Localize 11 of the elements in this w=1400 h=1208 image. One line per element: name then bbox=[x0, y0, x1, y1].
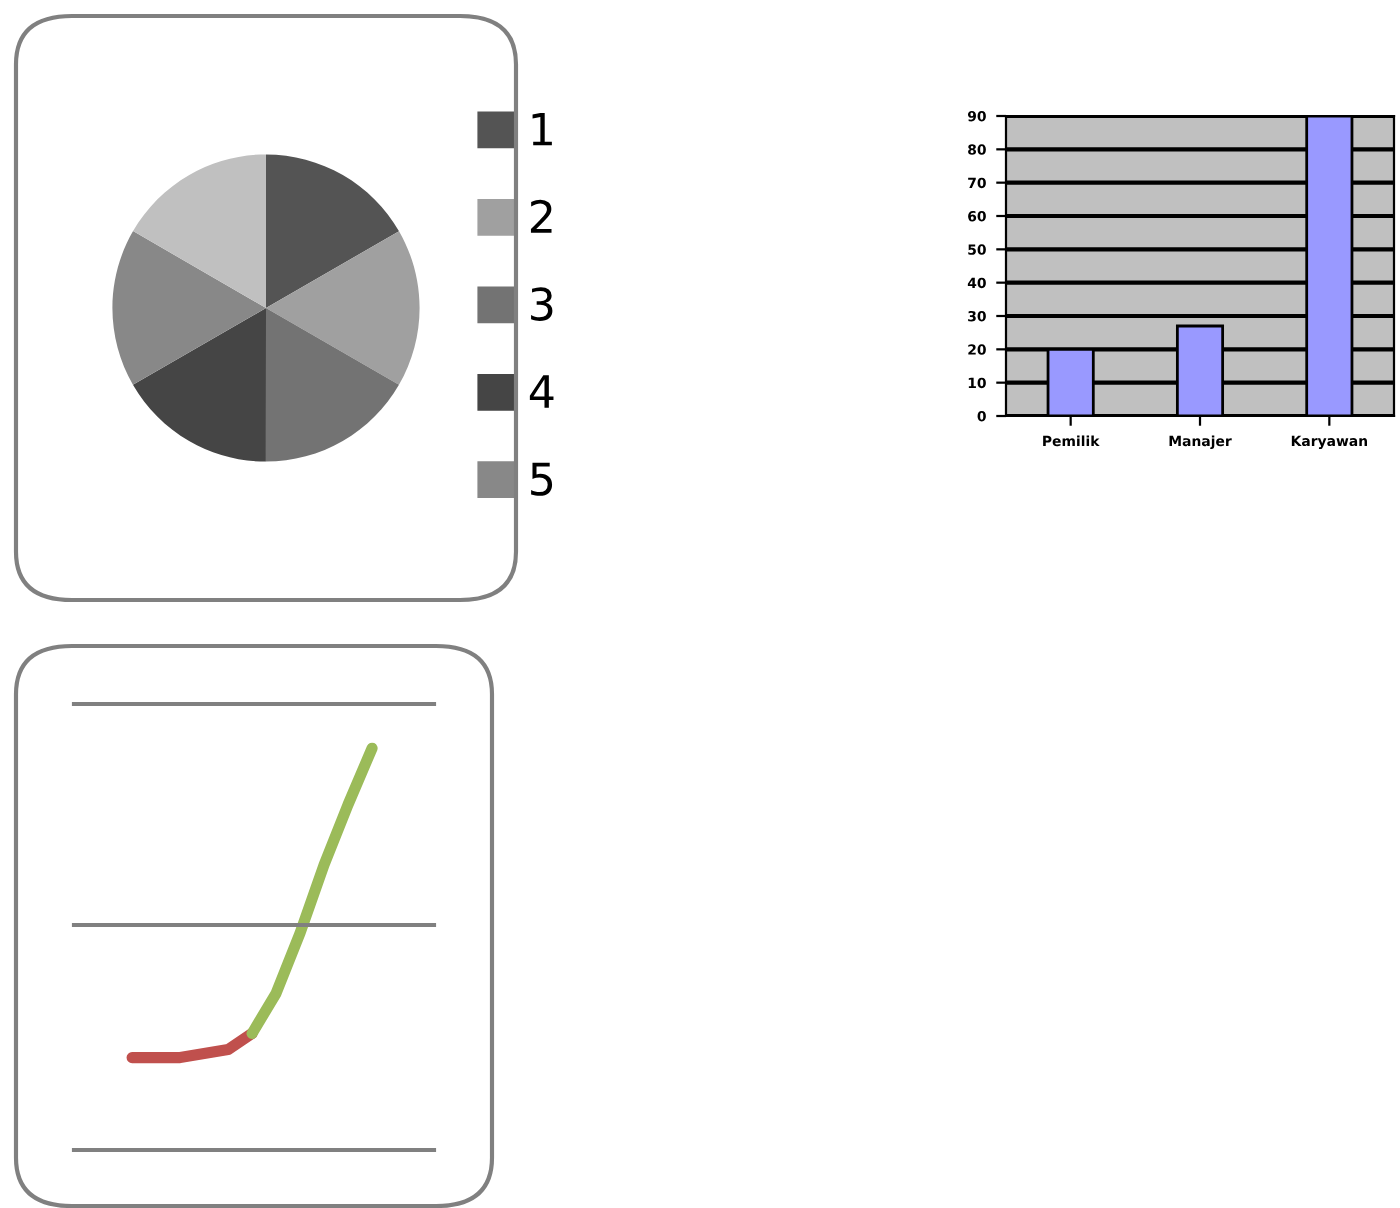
legend-label: 3 bbox=[531, 287, 553, 321]
pie-slice bbox=[266, 231, 420, 385]
pie-slice bbox=[265, 308, 399, 462]
legend-label: 1 bbox=[532, 112, 552, 146]
legend-label: 4 bbox=[529, 375, 554, 408]
legend-label: 2 bbox=[530, 199, 552, 233]
pie-slice bbox=[112, 231, 266, 385]
pie-slice bbox=[132, 308, 266, 462]
pie-slice bbox=[133, 154, 266, 308]
pie-slice bbox=[266, 154, 400, 308]
legend-label: 5 bbox=[531, 462, 553, 496]
